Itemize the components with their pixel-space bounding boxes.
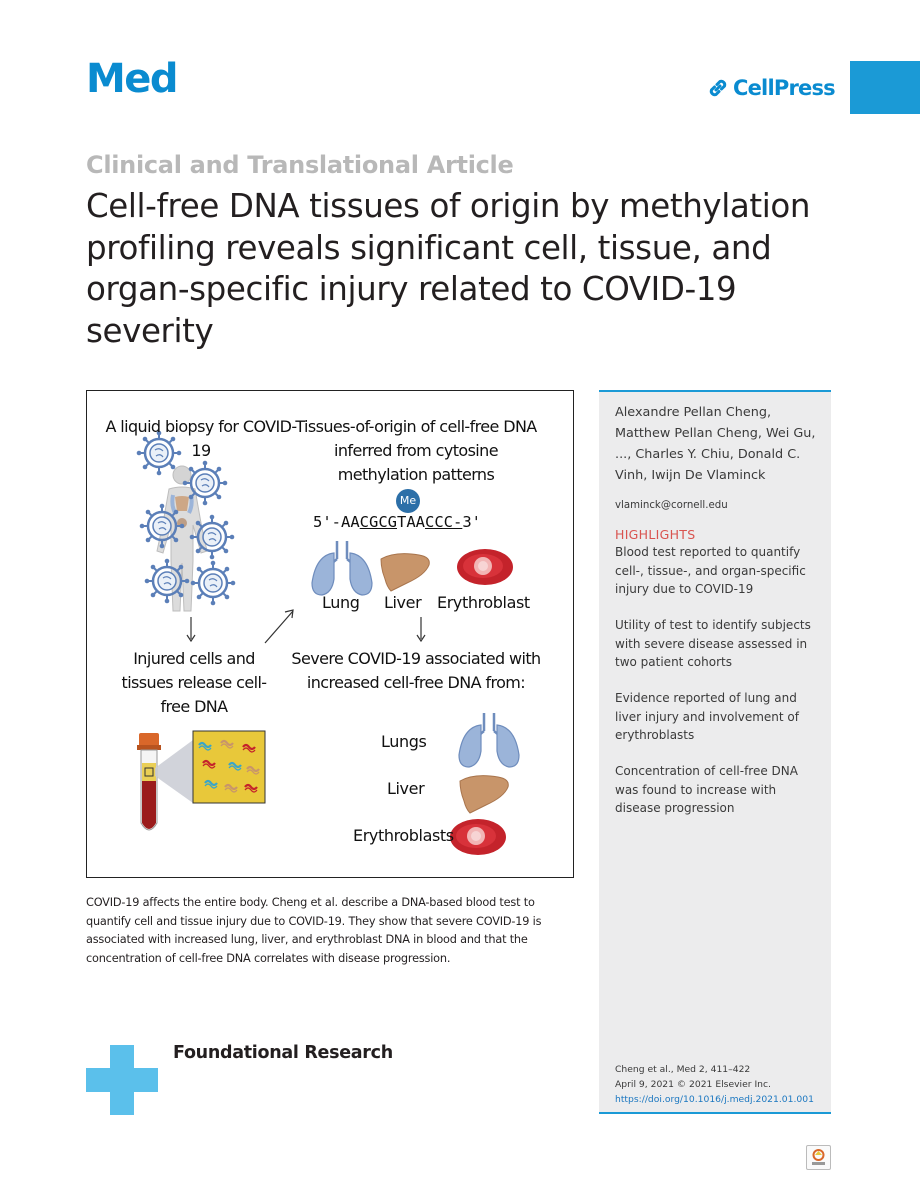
- citation-block: Cheng et al., Med 2, 411–422 April 9, 20…: [615, 1062, 814, 1107]
- virus-icon: [181, 459, 229, 507]
- graphical-abstract-caption: COVID-19 affects the entire body. Cheng …: [86, 896, 542, 965]
- tissues-of-origin-heading: Tissues-of-origin of cell-free DNA infer…: [295, 417, 537, 484]
- highlight-item: Blood test reported to quantify cell-, t…: [615, 545, 806, 596]
- citation-date: April 9, 2021 © 2021 Elsevier Inc.: [615, 1079, 771, 1090]
- article-sidebar: Alexandre Pellan Cheng, Matthew Pellan C…: [599, 390, 831, 1114]
- organ-label-lungs: Lungs: [381, 732, 427, 751]
- corresponding-email[interactable]: vlaminck@cornell.edu: [615, 500, 728, 511]
- virus-icon: [189, 559, 237, 607]
- severe-association-heading: Severe COVID-19 associated with increase…: [291, 649, 541, 692]
- arrow-icon: [186, 617, 196, 643]
- header-accent-block: [850, 61, 920, 114]
- dna-sequence: 5'-AACGCGTAACCC-3': [313, 513, 481, 531]
- article-title: Cell-free DNA tissues of origin by methy…: [86, 187, 811, 350]
- organ-label-erythroblasts: Erythroblasts: [353, 826, 454, 845]
- zoom-cone: [155, 740, 193, 803]
- virus-icon: [188, 513, 236, 561]
- plus-icon: [86, 1045, 158, 1115]
- graphical-abstract-illustration: [135, 429, 521, 855]
- liquid-biopsy-heading: A liquid biopsy for COVID-19: [105, 417, 297, 460]
- arrow-icon: [416, 617, 426, 643]
- journal-logo: Med: [86, 56, 179, 102]
- cell-free-dna-zoom: [192, 730, 266, 804]
- virus-icon: [138, 502, 186, 550]
- arrow-icon: [264, 609, 294, 644]
- graphical-abstract: A liquid biopsy for COVID-19 Tissues-of-…: [86, 390, 574, 878]
- virus-icon: [143, 557, 191, 605]
- organ-label-liver-bottom: Liver: [387, 779, 425, 798]
- update-icon: [812, 1149, 825, 1165]
- research-category: Foundational Research: [173, 1043, 393, 1063]
- publisher-name: CellPress: [733, 76, 836, 100]
- highlight-item: Utility of test to identify subjects wit…: [615, 618, 811, 669]
- highlights-heading: HIGHLIGHTS: [615, 527, 696, 542]
- human-body-icon: [156, 465, 208, 612]
- citation-journal: Cheng et al., Med 2, 411–422: [615, 1064, 751, 1075]
- highlight-item: Evidence reported of lung and liver inju…: [615, 691, 799, 742]
- publisher-logo: CellPress: [706, 76, 836, 100]
- liver-icon: [459, 775, 509, 814]
- erythroblast-icon: [457, 549, 513, 585]
- article-type: Clinical and Translational Article: [86, 151, 514, 179]
- blood-tube-icon: [137, 733, 161, 831]
- liver-icon: [380, 553, 430, 592]
- doi-link[interactable]: https://doi.org/10.1016/j.medj.2021.01.0…: [615, 1094, 814, 1105]
- cellpress-link-icon: [709, 79, 727, 97]
- injured-cells-heading: Injured cells and tissues release cell-f…: [121, 649, 268, 716]
- highlight-item: Concentration of cell-free DNA was found…: [615, 764, 798, 815]
- methyl-badge: Me: [396, 489, 420, 513]
- organ-label-lung: Lung: [322, 593, 360, 612]
- lung-icon: [457, 711, 521, 769]
- lung-icon: [310, 539, 374, 597]
- organ-label-liver: Liver: [384, 593, 422, 612]
- organ-label-erythroblast: Erythroblast: [437, 593, 530, 612]
- author-list: Alexandre Pellan Cheng, Matthew Pellan C…: [615, 405, 816, 483]
- erythroblast-icon: [450, 819, 506, 855]
- check-for-updates-badge[interactable]: [806, 1145, 831, 1170]
